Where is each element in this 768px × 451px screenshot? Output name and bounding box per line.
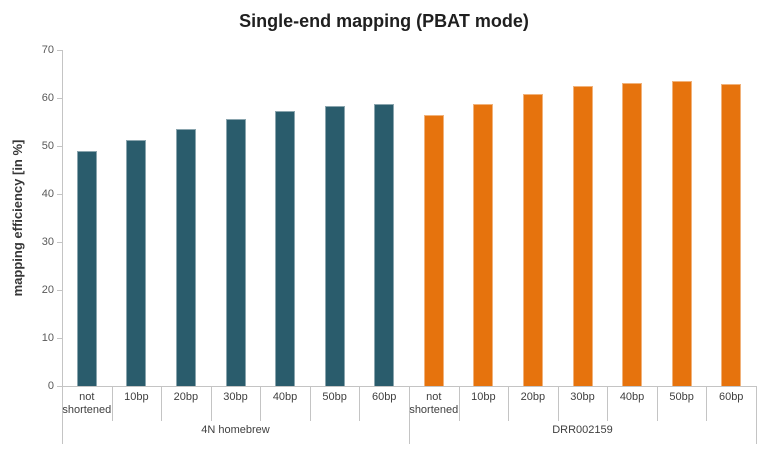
bar (126, 139, 147, 386)
category-label: 60bp (371, 391, 397, 403)
bar (324, 105, 345, 386)
category-label: 20bp (520, 391, 546, 403)
category-label: 40bp (272, 391, 298, 403)
y-tick-mark (57, 98, 62, 99)
bar (671, 81, 692, 386)
category-label: 30bp (570, 391, 595, 403)
group-separator (409, 386, 410, 444)
category-separator (111, 386, 113, 421)
category-separator (607, 386, 609, 421)
category-label: 50bp (669, 391, 694, 403)
category-separator (210, 386, 212, 421)
y-tick-mark (57, 194, 62, 195)
y-tick-label: 20 (41, 284, 54, 296)
chart-title: Single-end mapping (PBAT mode) (239, 11, 529, 31)
category-label: not shortened (409, 391, 459, 416)
category-label: 20bp (173, 391, 199, 403)
group-label: DRR002159 (552, 424, 613, 436)
y-tick-label: 40 (41, 188, 54, 200)
y-tick-mark (57, 338, 62, 339)
category-separator (706, 386, 708, 421)
group-separator (62, 50, 63, 444)
category-label: 40bp (619, 391, 645, 403)
bar (275, 110, 296, 386)
bar (175, 128, 196, 386)
category-label: 60bp (718, 391, 744, 403)
bar (522, 94, 543, 386)
category-label: 30bp (223, 391, 248, 403)
category-separator (557, 386, 559, 421)
category-separator (508, 386, 510, 421)
category-separator (260, 386, 262, 421)
bar (423, 115, 444, 386)
y-tick-label: 0 (47, 380, 54, 392)
y-tick-mark (57, 290, 62, 291)
category-label: 10bp (471, 391, 496, 403)
y-tick-label: 50 (41, 140, 54, 152)
category-separator (161, 386, 163, 421)
bar (572, 86, 593, 386)
y-tick-mark (57, 242, 62, 243)
y-tick-label: 70 (41, 44, 54, 56)
bar (76, 151, 97, 386)
y-tick-mark (57, 386, 62, 387)
y-tick-label: 10 (41, 332, 54, 344)
plot-area: 0 10 20 30 40 50 60 70 not shortened 10bp 20bp 30bp… (42, 44, 757, 444)
bar (473, 103, 494, 386)
y-tick-label: 60 (41, 92, 54, 104)
category-separator (359, 386, 361, 421)
group-label: 4N homebrew (201, 424, 270, 436)
y-tick-mark (57, 146, 62, 147)
bar (225, 119, 246, 386)
category-separator (309, 386, 311, 421)
bar (622, 82, 643, 386)
category-separator (458, 386, 460, 421)
category-label: not shortened (62, 391, 112, 416)
bar (374, 104, 395, 386)
category-label: 10bp (124, 391, 149, 403)
bar (721, 84, 742, 386)
group-separator (756, 386, 757, 444)
y-tick-label: 30 (41, 236, 54, 248)
category-label: 50bp (322, 391, 347, 403)
category-separator (656, 386, 658, 421)
y-tick-mark (57, 50, 62, 51)
